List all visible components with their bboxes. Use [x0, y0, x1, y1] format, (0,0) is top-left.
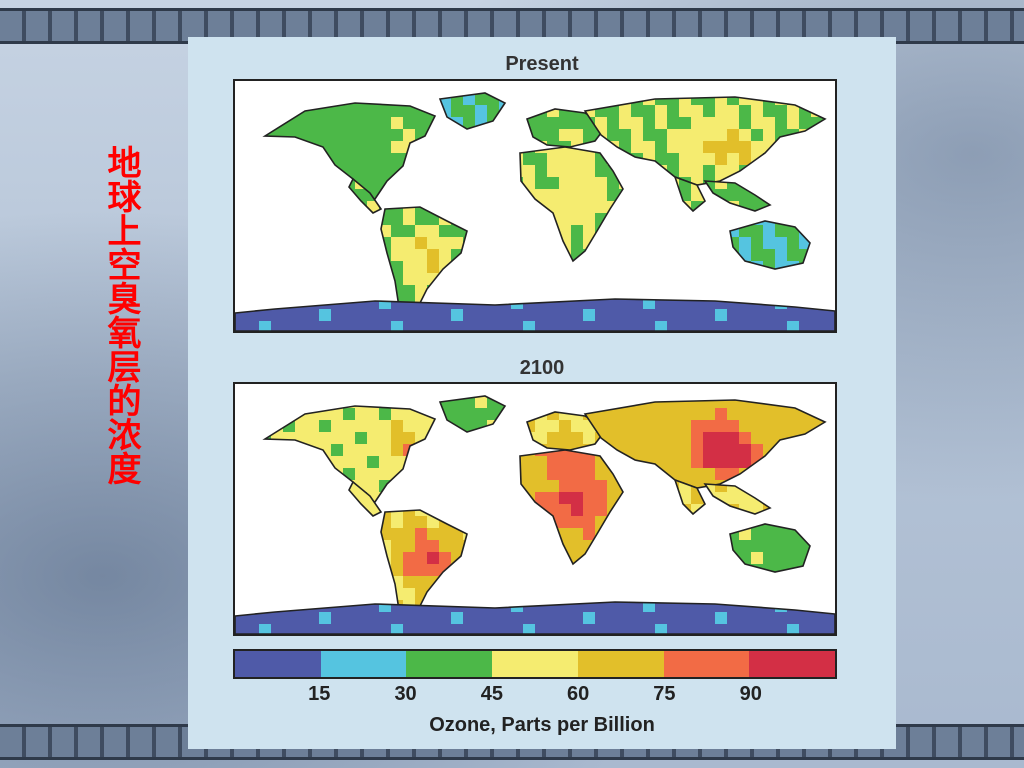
coastline-greenland	[438, 92, 507, 130]
coastline-africa	[519, 449, 624, 566]
coastline-north-america	[262, 405, 437, 503]
color-bar-tick-label: 75	[644, 683, 684, 706]
map-title-present: Present	[188, 53, 896, 76]
coastline-south-america	[380, 509, 468, 628]
color-bar-swatch	[663, 651, 750, 677]
color-bar-tick-label: 45	[472, 683, 512, 706]
color-bar-swatch	[577, 651, 664, 677]
coastline-se-asia	[703, 180, 772, 212]
coastline-europe	[525, 411, 609, 451]
color-bar-swatch	[406, 651, 493, 677]
color-bar-tick-label: 60	[558, 683, 598, 706]
coastline-central-america	[348, 177, 383, 214]
coastline-south-america	[380, 206, 468, 325]
color-bar-tick-label: 30	[386, 683, 426, 706]
color-bar	[233, 649, 837, 679]
coastline-asia	[583, 399, 827, 489]
coastline-australia	[729, 220, 811, 270]
coastline-central-america	[348, 480, 383, 517]
coastline-africa	[519, 146, 624, 263]
map-2100-canvas	[235, 395, 835, 634]
coastline-antarctica	[235, 298, 835, 331]
coastline-south-asia	[673, 478, 706, 516]
map-present-canvas	[235, 92, 835, 331]
coastline-greenland	[438, 395, 507, 433]
color-bar-tick-label: 90	[731, 683, 771, 706]
coastline-north-america	[262, 102, 437, 200]
coastline-asia	[583, 96, 827, 186]
map-2100	[233, 382, 837, 636]
coastline-antarctica	[235, 601, 835, 634]
color-bar-tick-label: 15	[299, 683, 339, 706]
color-bar-swatch	[235, 651, 321, 677]
color-bar-swatch	[320, 651, 407, 677]
ozone-figure: Present 2100 15 30 45 60 75 90 Ozone, Parts p…	[188, 37, 896, 749]
coastline-se-asia	[703, 483, 772, 515]
map-title-2100: 2100	[188, 357, 896, 380]
color-bar-label: Ozone, Parts per Billion	[188, 714, 896, 737]
map-present	[233, 79, 837, 333]
coastline-south-asia	[673, 175, 706, 213]
color-bar-swatch	[492, 651, 578, 677]
coastline-europe	[525, 108, 609, 148]
color-bar-swatch	[749, 651, 836, 677]
slide-title: 地球上空臭氧层的浓度	[96, 115, 142, 515]
coastline-australia	[729, 523, 811, 573]
